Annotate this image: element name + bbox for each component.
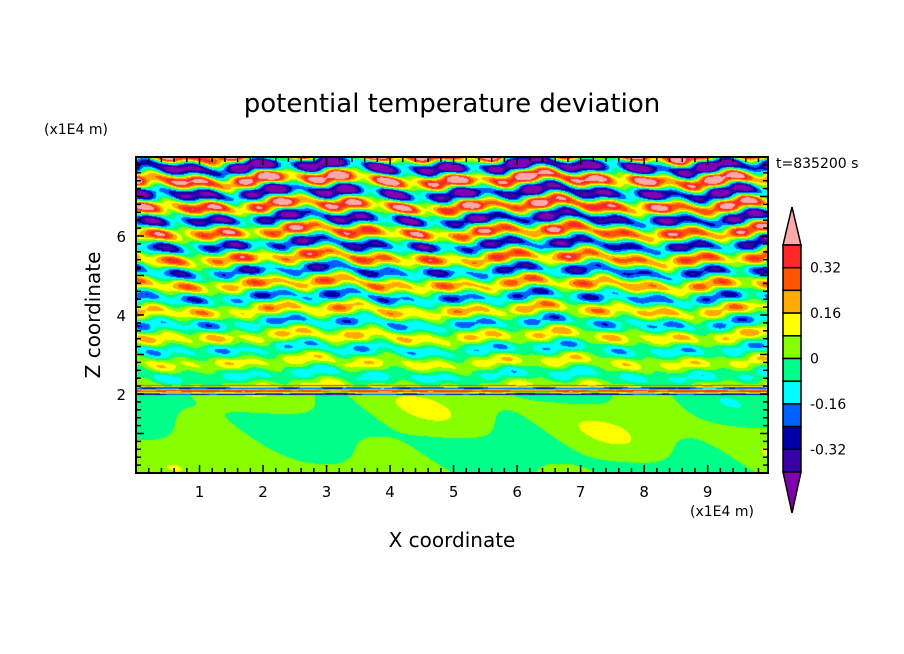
time-label: t=835200 s <box>776 156 858 172</box>
colorbar-swatch <box>782 448 802 473</box>
chart-title: potential temperature deviation <box>244 89 660 119</box>
x-axis-label: X coordinate <box>389 528 516 552</box>
colorbar-max-triangle <box>782 206 802 246</box>
y-unit-label: (x1E4 m) <box>44 122 108 138</box>
colorbar-swatch <box>782 425 802 451</box>
y-tick-label: 2 <box>116 386 126 404</box>
x-tick-label: 2 <box>258 483 268 501</box>
x-tick-label: 1 <box>195 483 205 501</box>
colorbar-label: 0.32 <box>810 261 841 277</box>
y-tick-label: 4 <box>116 307 126 325</box>
x-tick-label: 3 <box>322 483 332 501</box>
colorbar-swatch <box>782 335 802 360</box>
x-unit-label: (x1E4 m) <box>690 504 754 520</box>
colorbar-label: 0.16 <box>810 306 841 322</box>
colorbar-min-triangle <box>782 471 802 514</box>
x-tick-label: 7 <box>576 483 586 501</box>
colorbar-swatch <box>782 289 802 314</box>
heatmap-field <box>136 157 768 473</box>
colorbar-swatch <box>782 244 802 269</box>
colorbar-swatch <box>782 312 802 337</box>
colorbar-swatch <box>782 380 802 405</box>
colorbar-swatch <box>782 357 802 382</box>
y-tick-label: 6 <box>116 228 126 246</box>
colorbar: 0.32 0.16 0 -0.16 -0.32 <box>782 206 846 514</box>
x-tick-label: 8 <box>639 483 649 501</box>
x-tick-label: 5 <box>449 483 459 501</box>
colorbar-label: -0.16 <box>810 397 846 413</box>
x-tick-label: 4 <box>385 483 395 501</box>
x-tick-label: 9 <box>703 483 713 501</box>
y-axis-label: Z coordinate <box>81 252 105 379</box>
colorbar-swatch <box>782 266 802 292</box>
colorbar-label: 0 <box>810 352 819 368</box>
plot-frame <box>135 156 769 474</box>
colorbar-label: -0.32 <box>810 442 846 458</box>
x-tick-label: 6 <box>512 483 522 501</box>
colorbar-swatch <box>782 403 802 428</box>
